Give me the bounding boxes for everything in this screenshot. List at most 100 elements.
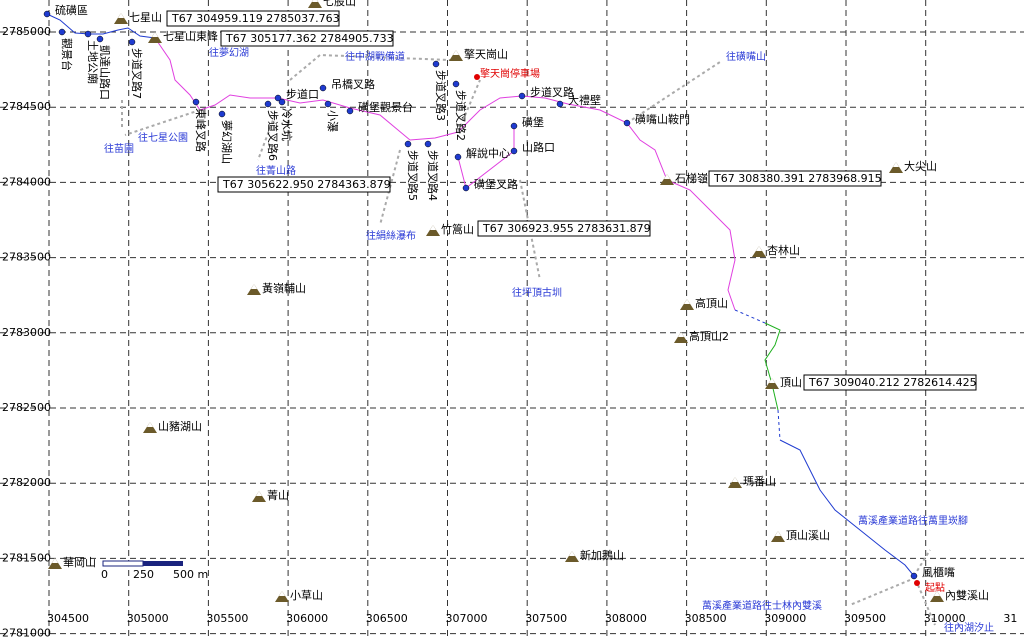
peak-label: 菁山 [267, 489, 289, 502]
x-tick-label: 307500 [525, 612, 567, 625]
coordinate-label: T67 305177.362 2784905.733 [225, 32, 394, 45]
peak-label: 杏林山 [767, 243, 800, 257]
x-tick-label: 309000 [764, 612, 806, 625]
direction-note: 往中湖戰備道 [345, 50, 405, 63]
waypoint-label: 步道口 [286, 87, 319, 101]
waypoint-label: 觀景台 [60, 38, 74, 71]
waypoint-label: 凱達山路口 [98, 45, 111, 100]
peak-snow [312, 0, 318, 2]
x-tick-label: 306500 [366, 612, 408, 625]
waypoint [910, 572, 918, 580]
peak-icon [771, 531, 785, 542]
waypoint [432, 60, 440, 68]
coordinate-label: T67 308380.391 2783968.915 [713, 172, 882, 185]
peak-snow [684, 299, 690, 304]
peak-label: 瑪番山 [743, 475, 776, 488]
peak-icon [449, 50, 463, 61]
waypoint-label: 磺堡 [522, 115, 544, 129]
peak-shape [148, 32, 162, 43]
waypoint-label: 磺堡觀景台 [358, 100, 413, 114]
waypoint [462, 184, 470, 192]
peak-snow [732, 477, 738, 482]
waypoint [278, 98, 286, 106]
arrow [289, 53, 451, 81]
x-tick-label: 308500 [685, 612, 727, 625]
peak-label: 七星山 [129, 11, 162, 24]
x-tick-label: 304500 [47, 612, 89, 625]
peak-icon [308, 0, 322, 8]
coordinate-box [708, 170, 882, 187]
peak-label: 竹篙山 [441, 222, 474, 236]
waypoint [518, 92, 526, 100]
waypoint-label: 步道叉路4 [426, 150, 440, 201]
peak-label: 頂山 [780, 376, 802, 389]
peak-icon [930, 591, 944, 602]
peak-icon [143, 422, 157, 433]
coordinate-box [477, 220, 651, 237]
waypoint-label: 吊橋叉路 [331, 77, 375, 91]
peak-label: 華岡山 [63, 556, 96, 569]
peak-shape [674, 332, 688, 343]
peak-snow [152, 32, 158, 37]
arrow [917, 584, 936, 626]
peak-snow [118, 13, 124, 18]
peak-shape [889, 162, 903, 173]
arrow [913, 549, 931, 577]
coordinate-box [217, 176, 391, 193]
peak-shape [48, 558, 62, 569]
y-tick-label: 2782000 [2, 476, 51, 489]
direction-note: 萬溪產業道路往士林內雙溪 [702, 599, 822, 612]
waypoint-label: 大禮壁 [568, 93, 601, 107]
peak-snow [934, 591, 940, 596]
waypoint-label: 磺堡叉路 [474, 177, 518, 191]
peak-icon [728, 477, 742, 488]
waypoint [128, 38, 136, 46]
waypoint-label: 冷水坑 [280, 108, 294, 141]
direction-note: 往夢幻湖 [209, 46, 249, 59]
peak-shape [114, 13, 128, 24]
waypoint-label: 夢幻湖山 [220, 120, 233, 164]
y-tick-label: 2781000 [2, 627, 51, 637]
y-tick-label: 2784000 [2, 175, 51, 188]
x-tick-label: 31 [1003, 612, 1017, 625]
peak-label: 七股山 [323, 0, 356, 8]
peak-shape [771, 531, 785, 542]
waypoint [43, 10, 51, 18]
waypoint [96, 35, 104, 43]
peak-snow [893, 162, 899, 167]
y-tick-label: 2784500 [2, 100, 51, 113]
start-dot [914, 580, 920, 586]
x-tick-label: 308000 [605, 612, 647, 625]
peak-label: 頂山溪山 [786, 529, 830, 542]
peak-label: 高頂山 [695, 296, 728, 310]
waypoint [84, 30, 92, 38]
peak-icon [275, 591, 289, 602]
direction-note: 往菁山路 [256, 164, 296, 177]
peak-snow [756, 246, 762, 251]
waypoint [510, 147, 518, 155]
direction-note: 往苗圃 [104, 142, 134, 155]
trail-magenta2 [457, 126, 515, 189]
peak-snow [664, 174, 670, 179]
direction-note: 萬溪產業道路往萬里崁腳 [858, 514, 968, 527]
x-tick-label: 305000 [127, 612, 169, 625]
x-tick-label: 305500 [206, 612, 248, 625]
peak-icon [426, 225, 440, 236]
peak-icon [752, 246, 766, 257]
peak-icon [148, 32, 162, 43]
peak-label: 黃嶺輔山 [262, 282, 306, 295]
peak-snow [678, 332, 684, 337]
peak-snow [147, 422, 153, 427]
y-tick-label: 2782500 [2, 401, 51, 414]
y-tick-label: 2781500 [2, 551, 51, 564]
waypoint [452, 80, 460, 88]
waypoint-label: 步道叉路 [530, 85, 574, 99]
y-tick-label: 2785000 [2, 25, 51, 38]
scale-bar [102, 560, 144, 567]
trails [46, 13, 915, 577]
coordinate-label: T67 309040.212 2782614.425 [808, 376, 977, 389]
waypoint-label: 步道叉路7 [130, 48, 144, 99]
x-tick-label: 306000 [286, 612, 328, 625]
red-note: 起點 [925, 581, 945, 594]
y-tick-label: 2783500 [2, 251, 51, 264]
